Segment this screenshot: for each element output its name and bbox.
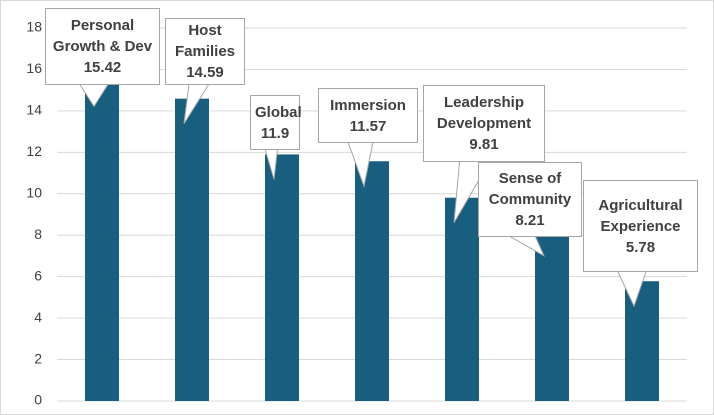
bar	[445, 197, 479, 401]
callout: Agricultural Experience 5.78	[583, 180, 698, 272]
bar	[355, 161, 389, 401]
category-label: Personal Growth & Dev	[52, 17, 153, 55]
callout: Global 11.9	[250, 95, 302, 150]
callout: Leadership Development 9.81	[423, 85, 545, 162]
y-tick-label: 0	[34, 392, 42, 408]
y-tick-label: 14	[26, 102, 42, 118]
value-label: 9.81	[469, 136, 499, 153]
value-label: 14.59	[186, 64, 224, 81]
category-label: Immersion	[330, 96, 406, 114]
category-label: Sense of Community	[488, 170, 572, 208]
callout: Immersion 11.57	[318, 88, 418, 143]
bar	[85, 81, 119, 402]
callout: Personal Growth & Dev 15.42	[45, 8, 160, 85]
bar	[265, 154, 299, 401]
y-tick-label: 16	[26, 60, 42, 76]
category-label: Host Families	[174, 22, 236, 60]
bar	[535, 230, 569, 401]
value-label: 11.57	[349, 117, 387, 135]
category-label: Global	[255, 103, 302, 121]
y-tick-label: 8	[34, 226, 42, 242]
y-tick-label: 4	[34, 309, 42, 325]
y-tick-label: 2	[34, 350, 42, 366]
y-tick-label: 10	[26, 184, 42, 200]
y-tick-label: 18	[26, 19, 42, 35]
value-label: 5.78	[625, 238, 656, 256]
callout: Host Families 14.59	[165, 18, 245, 85]
value-label: 15.42	[83, 59, 122, 76]
callout-pointers	[78, 83, 647, 308]
callout: Sense of Community 8.21	[478, 162, 582, 237]
value-label: 8.21	[515, 212, 545, 229]
y-tick-label: 12	[26, 143, 42, 159]
category-label: Leadership Development	[436, 94, 532, 132]
category-label: Agricultural Experience	[598, 196, 683, 235]
value-label: 11.9	[260, 124, 290, 142]
bars	[85, 81, 659, 402]
bar	[625, 281, 659, 401]
y-tick-label: 6	[34, 267, 42, 283]
bar	[175, 98, 209, 401]
